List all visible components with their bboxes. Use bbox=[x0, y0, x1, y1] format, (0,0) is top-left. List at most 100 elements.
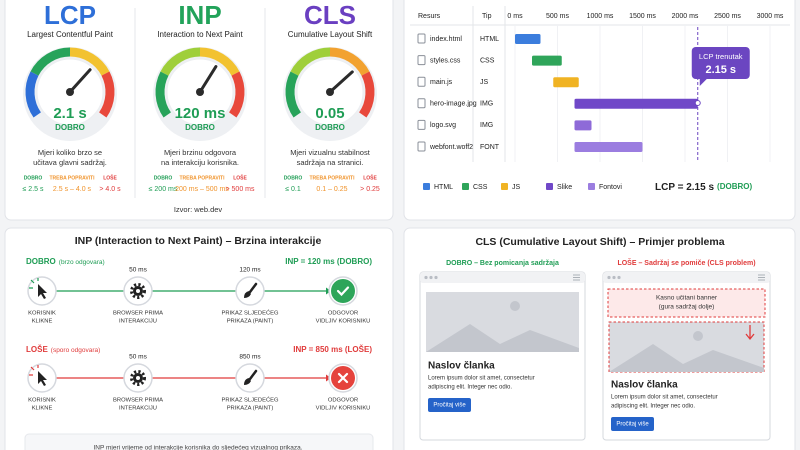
brush-tip bbox=[244, 378, 251, 385]
threshold-label: DOBRO bbox=[154, 175, 173, 181]
legend-swatch bbox=[588, 183, 595, 190]
metric-name: Largest Contentful Paint bbox=[27, 30, 114, 39]
gauge-needle bbox=[328, 70, 354, 94]
resource-type: IMG bbox=[480, 101, 493, 108]
gauge-arc bbox=[30, 47, 71, 76]
row-status-word: LOŠE bbox=[26, 345, 48, 354]
tooltip-value: 2.15 s bbox=[705, 64, 736, 76]
gauge-arc bbox=[98, 71, 115, 118]
legend-swatch bbox=[423, 183, 430, 190]
timing-bar bbox=[532, 55, 562, 66]
step-label: ODGOVOR bbox=[328, 398, 358, 404]
result-mark bbox=[337, 372, 349, 384]
cursor-icon bbox=[38, 371, 47, 386]
read-more-button bbox=[611, 417, 654, 431]
duration-label: 850 ms bbox=[239, 354, 261, 361]
metric-description: Mjeri vizualnu stabilnost bbox=[290, 148, 371, 157]
gauge-arc bbox=[358, 71, 375, 118]
threshold-label: DOBRO bbox=[24, 175, 43, 181]
threshold-label: LOŠE bbox=[363, 173, 377, 181]
article-body: adipiscing elit. Integer nec odio. bbox=[611, 404, 695, 410]
gauge-needle bbox=[68, 68, 92, 94]
metric-name: Cumulative Layout Shift bbox=[288, 30, 373, 39]
threshold-range: > 0.25 bbox=[360, 186, 380, 193]
step-label: VIDLJIV KORISNIKU bbox=[316, 406, 371, 412]
article-body: Lorem ipsum dolor sit amet, consectetur bbox=[428, 376, 535, 382]
x-tick-label: 3000 ms bbox=[757, 13, 784, 20]
legend-swatch bbox=[546, 183, 553, 190]
step-label: PRIKAZ SLJEDEĆEG bbox=[221, 310, 279, 317]
gauge-arc bbox=[285, 71, 302, 118]
threshold-label: TREBA POPRAVITI bbox=[49, 175, 95, 181]
browser-bar bbox=[420, 272, 585, 283]
gauge-arc bbox=[228, 71, 245, 118]
threshold-range: 200 ms – 500 ms bbox=[175, 186, 229, 193]
row-result: INP = 850 ms (LOŠE) bbox=[293, 345, 372, 354]
metric-value: 120 ms bbox=[175, 105, 226, 122]
column-header: Resurs bbox=[418, 13, 441, 20]
threshold-range: ≤ 0.1 bbox=[285, 186, 301, 193]
duration-label: 50 ms bbox=[129, 267, 147, 274]
row-status: LOŠE (sporo odgovara) bbox=[26, 345, 100, 354]
step-label: INTERAKCIJU bbox=[119, 319, 157, 325]
row-status-note: (sporo odgovara) bbox=[51, 347, 101, 354]
resource-name: hero-image.jpg bbox=[430, 101, 477, 108]
source: Izvor: web.dev bbox=[174, 205, 223, 214]
step-label: PRIKAZA (PAINT) bbox=[227, 319, 274, 325]
resource-name: index.html bbox=[430, 36, 462, 43]
step-label: KORISNIK bbox=[28, 311, 56, 317]
sun bbox=[510, 301, 520, 311]
column-header: Tip bbox=[482, 13, 492, 20]
x-tick-label: 2500 ms bbox=[714, 13, 741, 20]
metric-description: učitava glavni sadržaj. bbox=[33, 158, 107, 167]
banner-text: Kasno učitani banner bbox=[656, 295, 718, 302]
file-icon bbox=[417, 98, 426, 109]
gauge-hub bbox=[326, 88, 334, 96]
gear-teeth bbox=[130, 283, 146, 299]
tooltip-label: LCP trenutak bbox=[699, 52, 743, 61]
duration-label: 50 ms bbox=[129, 354, 147, 361]
example-caption: LOŠE – Sadržaj se pomiče (CLS problem) bbox=[617, 258, 755, 267]
lcp-marker-dot bbox=[694, 100, 701, 106]
gauge-arc bbox=[25, 71, 42, 118]
resource-type: FONT bbox=[480, 144, 500, 151]
gear-hole bbox=[136, 289, 140, 293]
resource-type: IMG bbox=[480, 122, 493, 129]
legend-swatch bbox=[501, 183, 508, 190]
browser-dot bbox=[607, 275, 611, 280]
browser-dot bbox=[429, 275, 433, 280]
resource-type: CSS bbox=[480, 57, 495, 64]
gauge-arc bbox=[290, 47, 331, 76]
browser-bar bbox=[603, 272, 770, 283]
file-icon bbox=[417, 76, 426, 87]
gear-hole bbox=[136, 376, 140, 380]
result-mark bbox=[336, 286, 350, 297]
gauge-arc bbox=[155, 71, 172, 118]
metric-status: DOBRO bbox=[55, 123, 85, 132]
article-body: adipiscing elit. Integer nec odio. bbox=[428, 385, 512, 391]
lcp-summary-status: (DOBRO) bbox=[717, 182, 752, 191]
legend-label: HTML bbox=[434, 184, 453, 191]
file-icon bbox=[417, 141, 426, 152]
tooltip bbox=[691, 47, 750, 79]
result-circle bbox=[331, 279, 355, 303]
threshold-range: ≤ 2.5 s bbox=[23, 186, 44, 193]
timing-bar bbox=[574, 120, 592, 131]
threshold-range: 0.1 – 0.25 bbox=[316, 186, 347, 193]
example-caption: DOBRO – Bez pomicanja sadržaja bbox=[446, 260, 559, 267]
browser-dot bbox=[424, 275, 428, 280]
gauge-arc bbox=[160, 47, 201, 76]
timing-bar bbox=[574, 142, 643, 152]
mountain bbox=[609, 344, 764, 372]
brush-tip bbox=[244, 291, 251, 298]
resource-name: logo.svg bbox=[430, 122, 456, 129]
late-banner bbox=[607, 288, 766, 318]
banner-text: (gura sadržaj dolje) bbox=[659, 304, 715, 311]
step-label: VIDLJIV KORISNIKU bbox=[316, 319, 371, 325]
legend-swatch bbox=[462, 183, 469, 190]
metric-description: na interakciju korisnika. bbox=[161, 158, 239, 167]
step-label: KORISNIK bbox=[28, 398, 56, 404]
mountain bbox=[426, 324, 579, 352]
